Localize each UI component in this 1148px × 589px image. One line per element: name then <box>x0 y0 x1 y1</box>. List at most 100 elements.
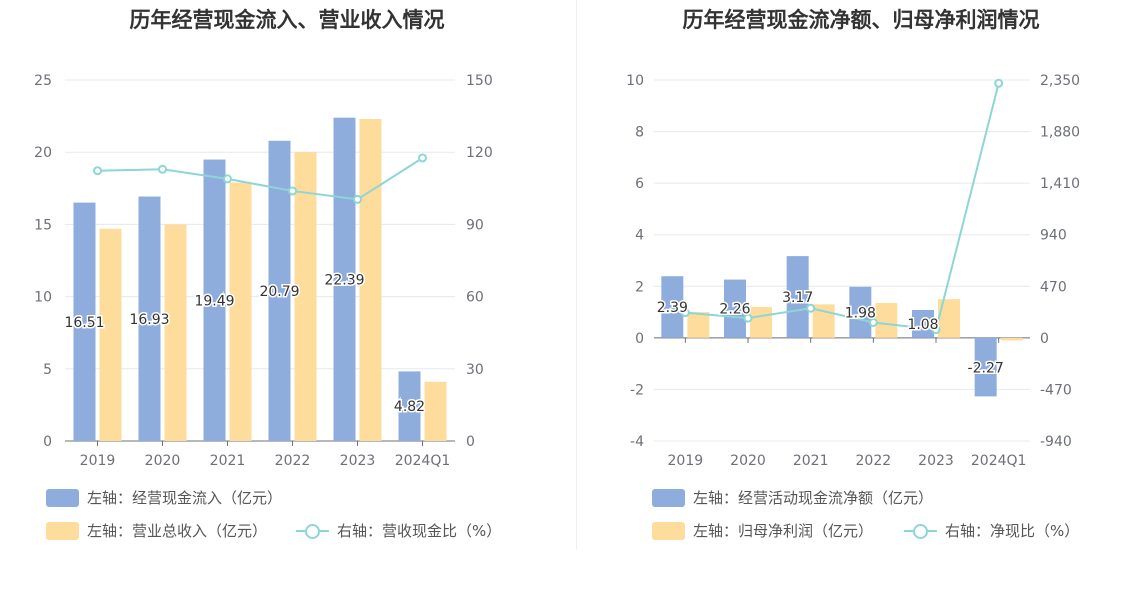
bar-series-2 <box>1000 337 1023 341</box>
chart-panel-right: 历年经营现金流净额、归母净利润情况 -4 -2 0 2 4 6 8 10 -940 -470 0 47… <box>574 0 1148 589</box>
legend-swatch-bar2 <box>652 521 685 540</box>
bar-data-label: 22.39 <box>324 272 364 288</box>
bar-series-2 <box>750 306 772 338</box>
y-right-tick-label: 150 <box>466 73 493 89</box>
bar-series-1 <box>203 159 226 442</box>
line-point <box>743 313 753 323</box>
y-right-tick-label: 90 <box>466 217 484 233</box>
legend-label: 右轴：净现比（%） <box>945 522 1080 540</box>
y-left-tick-label: 4 <box>635 228 644 244</box>
legend-label: 左轴：经营现金流入（亿元） <box>87 489 283 507</box>
line-point <box>418 153 427 163</box>
line-point <box>994 78 1004 88</box>
bar-series-1 <box>138 196 161 441</box>
y-right-tick-label: 940 <box>1040 228 1067 244</box>
bar-series-1 <box>912 310 934 338</box>
legend-item-right-line[interactable]: 右轴：净现比（%） <box>904 520 1079 541</box>
y-right-tick-label: 30 <box>466 362 484 378</box>
chart-right-svg: -4 -2 0 2 4 6 8 10 -940 -470 0 470 940 1,410 1,880 2,35… <box>626 73 1080 469</box>
bar-data-label: 20.79 <box>259 284 299 300</box>
y-left-tick-label: 25 <box>34 73 52 89</box>
line-point <box>868 317 878 327</box>
y-left-tick-label: 15 <box>34 217 52 233</box>
x-tick-label: 2021 <box>793 453 829 469</box>
line-point <box>806 303 816 313</box>
x-tick-label: 2023 <box>918 453 954 469</box>
y-right-tick-label: -940 <box>1040 434 1072 450</box>
legend-item-right-bar1[interactable]: 左轴：经营活动现金流净额（亿元） <box>652 487 933 508</box>
x-tick-label: 2019 <box>80 453 116 469</box>
y-right-tick-label: -470 <box>1040 382 1072 398</box>
legend-label: 左轴：归母净利润（亿元） <box>693 522 874 540</box>
x-tick-label: 2021 <box>210 453 246 469</box>
chart-title-right: 历年经营现金流净额、归母净利润情况 <box>682 8 1040 32</box>
bar-series-1 <box>398 371 421 441</box>
bar-data-label: 1.08 <box>907 317 938 333</box>
bar-series-1 <box>73 202 96 441</box>
line-point <box>288 186 297 196</box>
y-right-tick-label: 1,880 <box>1040 125 1080 141</box>
legend-label: 右轴：营收现金比（%） <box>337 522 502 540</box>
bar-series-2 <box>424 381 447 441</box>
legend-item-left-line[interactable]: 右轴：营收现金比（%） <box>296 520 501 541</box>
y-right-tick-label: 0 <box>466 434 475 450</box>
line-point <box>93 166 102 176</box>
legend-item-left-bar2[interactable]: 左轴：营业总收入（亿元） <box>46 520 267 541</box>
y-left-tick-label: -4 <box>630 434 644 450</box>
line-point <box>158 164 167 174</box>
bar-series-2 <box>294 152 317 441</box>
x-tick-label: 2022 <box>856 453 892 469</box>
legend-label: 左轴：经营活动现金流净额（亿元） <box>693 489 934 507</box>
y-right-tick-label: 0 <box>1040 331 1049 347</box>
line-point <box>680 308 690 318</box>
x-tick-label: 2020 <box>145 453 181 469</box>
y-left-tick-label: 20 <box>34 145 52 161</box>
bar-data-label: -2.27 <box>968 360 1004 376</box>
bar-data-label: 2.26 <box>719 302 750 318</box>
line-point <box>931 325 941 335</box>
y-right-tick-label: 120 <box>466 145 493 161</box>
bar-series-2 <box>938 299 960 338</box>
y-left-tick-label: 0 <box>43 434 52 450</box>
bar-series-2 <box>359 118 382 441</box>
bar-series-2 <box>875 303 898 338</box>
chart-panel-left: 历年经营现金流入、营业收入情况 0 5 10 15 20 25 0 30 60 90 120 150 2… <box>34 8 501 541</box>
y-left-tick-label: 0 <box>635 331 644 347</box>
line-series <box>685 83 1000 331</box>
bar-series-2 <box>99 228 122 441</box>
bar-data-label: 1.98 <box>845 305 876 321</box>
legend-line-icon <box>296 522 329 540</box>
chart-title-left: 历年经营现金流入、营业收入情况 <box>129 8 445 32</box>
line-point <box>223 174 232 184</box>
bar-data-label: 3.17 <box>782 290 813 306</box>
bar-data-label: 2.39 <box>657 300 688 316</box>
bar-data-label: 16.51 <box>64 315 104 331</box>
y-right-tick-label: 2,350 <box>1040 73 1080 89</box>
y-left-tick-label: -2 <box>630 382 644 398</box>
y-left-tick-label: 8 <box>635 125 644 141</box>
bar-series-1 <box>661 276 684 338</box>
x-tick-label: 2023 <box>340 453 376 469</box>
bar-data-label: 19.49 <box>194 293 234 309</box>
legend-item-right-bar2[interactable]: 左轴：归母净利润（亿元） <box>652 520 873 541</box>
y-right-tick-label: 470 <box>1040 279 1067 295</box>
x-tick-label: 2022 <box>275 453 311 469</box>
legend-item-left-bar1[interactable]: 左轴：经营现金流入（亿元） <box>46 487 282 508</box>
y-left-tick-label: 6 <box>635 176 644 192</box>
x-tick-label: 2024Q1 <box>971 453 1027 469</box>
x-tick-label: 2020 <box>730 453 766 469</box>
y-left-tick-label: 10 <box>626 73 644 89</box>
bar-series-1 <box>974 337 997 397</box>
legend-swatch-bar1 <box>46 488 79 507</box>
panel-divider <box>576 0 577 550</box>
chart-left-svg: 0 5 10 15 20 25 0 30 60 90 120 150 2019 2020 2021 2022 2… <box>34 73 493 469</box>
bar-data-label: 16.93 <box>129 312 169 328</box>
y-left-tick-label: 10 <box>34 290 52 306</box>
bar-series-1 <box>268 140 291 441</box>
legend-swatch-bar2 <box>46 521 79 540</box>
legend-line-icon <box>904 522 937 540</box>
bar-series-2 <box>164 224 187 441</box>
x-tick-label: 2024Q1 <box>395 453 451 469</box>
y-left-tick-label: 2 <box>635 279 644 295</box>
bar-series-2 <box>687 312 710 338</box>
